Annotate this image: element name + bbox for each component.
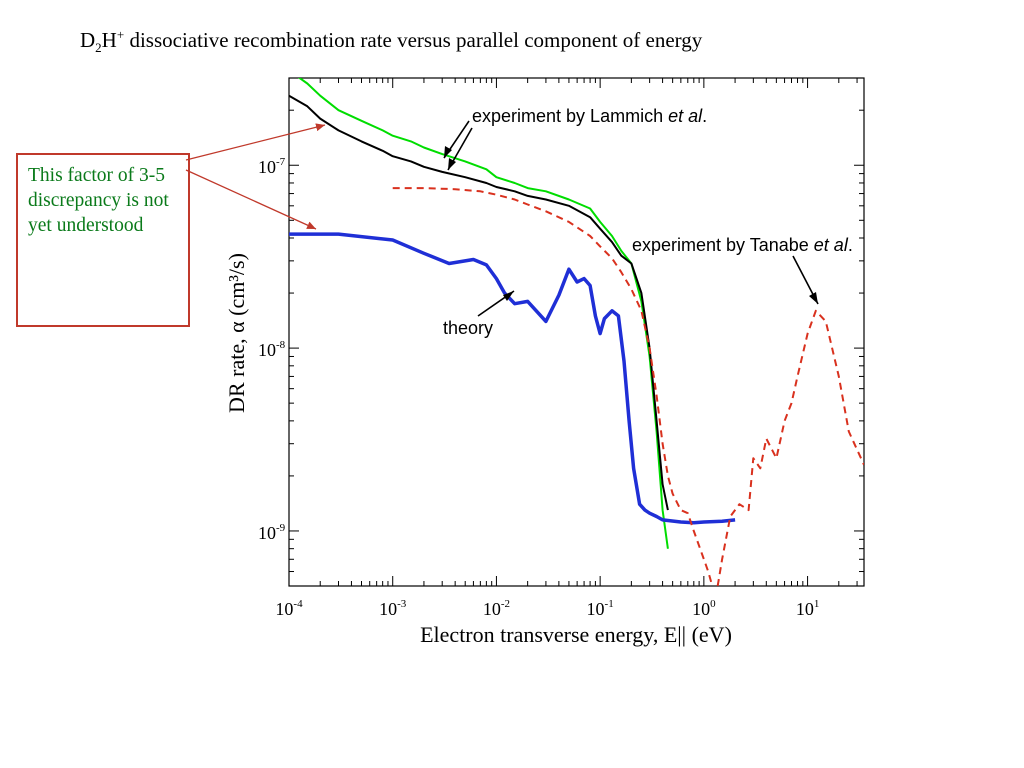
plot-frame	[288, 77, 865, 587]
plot-border	[288, 77, 865, 587]
x-tick-label: 10-3	[379, 598, 407, 619]
callout-text: This factor of 3-5 discrepancy is not ye…	[28, 165, 169, 236]
title-rest: dissociative recombination rate versus p…	[124, 28, 703, 52]
x-axis-ticks	[288, 78, 858, 586]
y-tick-labels: 10-9 10-8 10-7	[258, 156, 286, 543]
y-tick-label: 10-9	[258, 522, 286, 543]
title-superscript: +	[116, 27, 125, 42]
tanabe-arrowhead	[809, 292, 818, 304]
theory-arrowhead	[503, 291, 514, 301]
y-tick-label: 10-7	[258, 156, 286, 177]
annotation-tanabe: experiment by Tanabe et al.	[632, 235, 853, 255]
y-axis-label: DR rate, α (cm³/s)	[224, 253, 249, 413]
x-tick-label: 10-1	[587, 598, 614, 619]
x-tick-label: 10-2	[483, 598, 510, 619]
x-axis-label: Electron transverse energy, E|| (eV)	[420, 622, 732, 647]
callout-arrow-experiment	[185, 123, 326, 161]
annotation-lammich: experiment by Lammich et al.	[472, 106, 707, 126]
annotation-theory: theory	[443, 318, 493, 338]
x-tick-label: 10-4	[275, 598, 303, 619]
discrepancy-callout: This factor of 3-5 discrepancy is not ye…	[16, 153, 190, 327]
slide-title: D2H+ dissociative recombination rate ver…	[80, 27, 702, 56]
black-experiment-line	[289, 94, 669, 511]
green-experiment-line	[297, 78, 669, 549]
lammich-arrowhead-1	[444, 146, 452, 158]
series-group	[289, 78, 864, 586]
lammich-arrowhead-2	[448, 158, 456, 170]
title-part-d: D	[80, 28, 96, 52]
x-tick-label: 100	[692, 598, 716, 619]
title-subscript: 2	[95, 40, 102, 56]
callout-arrow-theory	[185, 169, 317, 230]
red-dashed-experiment-line	[392, 187, 864, 586]
title-part-h: H	[101, 28, 117, 52]
y-tick-label: 10-8	[258, 339, 286, 360]
blue-theory-line	[289, 232, 736, 525]
y-axis-ticks	[289, 77, 864, 587]
x-tick-label: 101	[796, 598, 820, 619]
x-tick-labels: 10-4 10-3 10-2 10-1 100 101	[275, 598, 819, 619]
